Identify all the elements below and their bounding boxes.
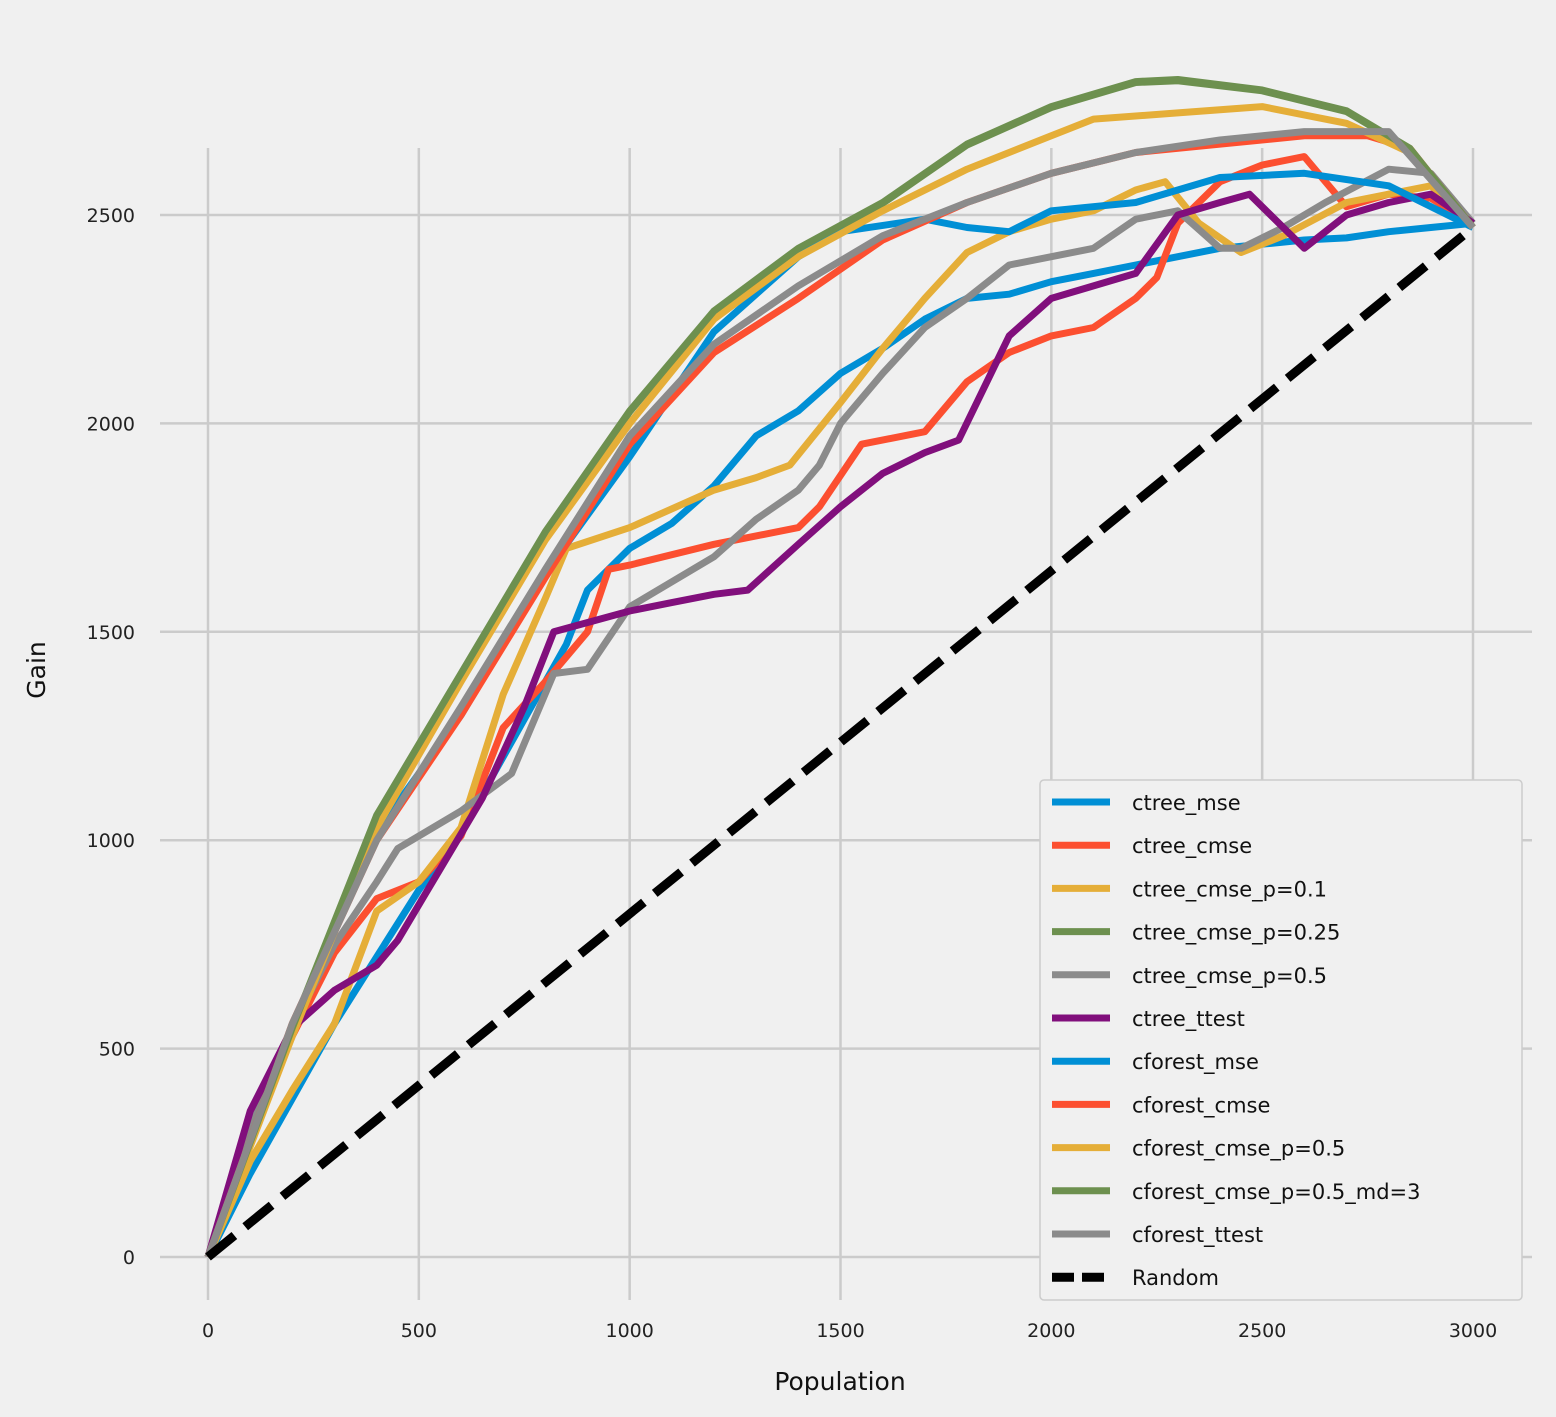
series-lines bbox=[204, 76, 1476, 1261]
y-tick-label: 2500 bbox=[87, 205, 135, 227]
legend-label: cforest_cmse_p=0.5 bbox=[1132, 1137, 1345, 1162]
y-tick-label: 1500 bbox=[87, 622, 135, 644]
x-tick-label: 3000 bbox=[1449, 1320, 1497, 1342]
series-line-cforest-ttest bbox=[204, 128, 1476, 1259]
legend-label: ctree_cmse_p=0.1 bbox=[1132, 877, 1327, 902]
legend-label: cforest_mse bbox=[1132, 1050, 1259, 1075]
legend-label: ctree_mse bbox=[1132, 791, 1241, 816]
legend-label: ctree_ttest bbox=[1132, 1007, 1245, 1032]
x-tick-label: 2000 bbox=[1027, 1320, 1075, 1342]
series-line-ctree-cmse-p-0-5 bbox=[204, 165, 1476, 1259]
series-line-ctree-ttest bbox=[204, 190, 1475, 1258]
legend-label: ctree_cmse bbox=[1132, 834, 1252, 859]
legend-label: cforest_ttest bbox=[1132, 1223, 1263, 1248]
x-tick-label: 500 bbox=[401, 1320, 437, 1342]
x-tick-label: 2500 bbox=[1238, 1320, 1286, 1342]
series-line-cforest-cmse-p-0-5-md-3 bbox=[204, 76, 1476, 1259]
series-line-cforest-cmse-p-0-5 bbox=[204, 103, 1476, 1259]
series-line-ctree-cmse-p-0-1 bbox=[204, 178, 1476, 1259]
legend-label: cforest_cmse_p=0.5_md=3 bbox=[1132, 1180, 1420, 1205]
tick-labels: 0 500 1000 1500 2000 2500 3000 0 500 1000 1500 2000… bbox=[87, 205, 1498, 1342]
legend-label: ctree_cmse_p=0.25 bbox=[1132, 921, 1340, 946]
x-tick-label: 1000 bbox=[605, 1320, 653, 1342]
legend-label: cforest_cmse bbox=[1132, 1093, 1270, 1118]
legend-box bbox=[1039, 779, 1523, 1301]
series-line-random bbox=[205, 224, 1476, 1261]
y-tick-label: 500 bbox=[99, 1039, 135, 1061]
legend-label: ctree_cmse_p=0.5 bbox=[1132, 964, 1327, 989]
legend-label: Random bbox=[1132, 1266, 1219, 1290]
x-tick-label: 1500 bbox=[816, 1320, 864, 1342]
y-tick-label: 0 bbox=[123, 1247, 135, 1269]
y-tick-label: 2000 bbox=[87, 413, 135, 435]
y-tick-label: 1000 bbox=[87, 830, 135, 852]
x-tick-label: 0 bbox=[202, 1320, 214, 1342]
x-axis-label: Population bbox=[774, 1367, 905, 1396]
legend: ctree_mse ctree_cmse ctree_cmse_p=0.1ctree… bbox=[1039, 779, 1523, 1301]
y-axis-label: Gain bbox=[22, 641, 51, 698]
